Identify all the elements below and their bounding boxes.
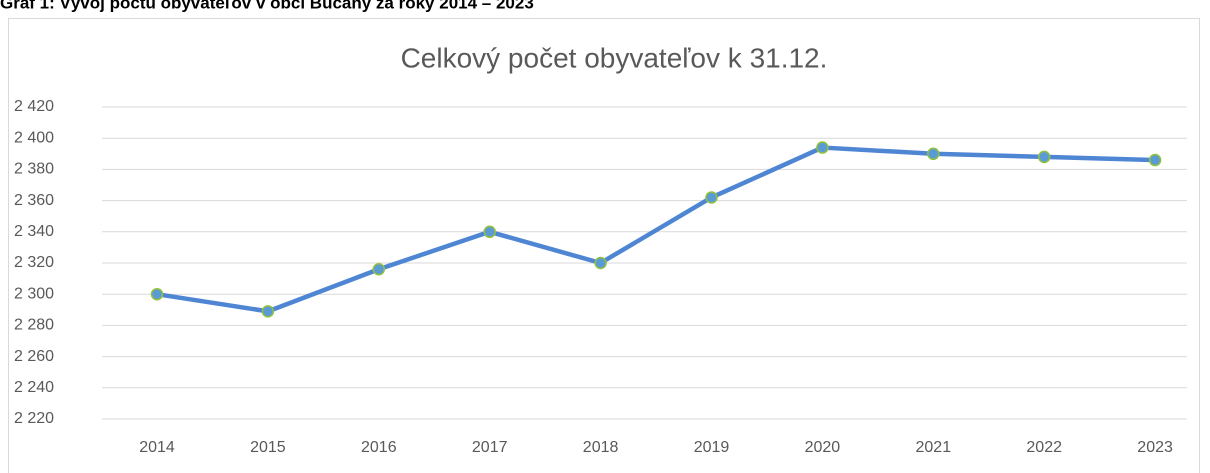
marker (1037, 150, 1051, 164)
x-tick-label: 2021 (916, 439, 952, 456)
x-tick-label: 2014 (139, 439, 175, 456)
y-tick-label: 2 420 (14, 98, 54, 115)
marker (261, 305, 275, 318)
marker (927, 147, 940, 161)
marker (150, 287, 164, 301)
y-tick-label: 2 280 (14, 317, 54, 334)
y-tick-label: 2 400 (14, 129, 54, 146)
line (156, 145, 1156, 314)
y-tick-label: 2 340 (14, 223, 54, 240)
x-tick-label: 2019 (694, 439, 730, 456)
x-tick-label: 2017 (472, 439, 508, 456)
x-tick-label: 2020 (805, 439, 841, 456)
marker (705, 191, 718, 204)
x-tick-label: 2022 (1026, 439, 1062, 456)
y-tick-label: 2 300 (14, 285, 54, 302)
y-tick-label: 2 360 (14, 192, 54, 209)
chart-title: Celkový počet obyvateľov k 31.12. (401, 42, 828, 73)
marker (1148, 153, 1162, 167)
x-tick-label: 2016 (361, 439, 397, 456)
x-tick-label: 2023 (1137, 439, 1173, 456)
marker (483, 225, 496, 239)
marker (372, 262, 386, 276)
x-tick-label: 2018 (583, 439, 619, 456)
y-tick-label: 2 320 (14, 254, 54, 271)
y-tick-label: 2 380 (14, 161, 54, 178)
marker (816, 141, 829, 154)
heading: Graf 1: Vývoj počtu obyvateľov v obci Bu… (0, 0, 534, 12)
chart-border (8, 18, 1200, 473)
x-tick-label: 2015 (250, 439, 286, 456)
y-tick-label: 2 220 (14, 410, 54, 427)
y-tick-label: 2 260 (14, 348, 54, 365)
y-tick-label: 2 240 (14, 379, 54, 396)
marker (594, 256, 607, 270)
